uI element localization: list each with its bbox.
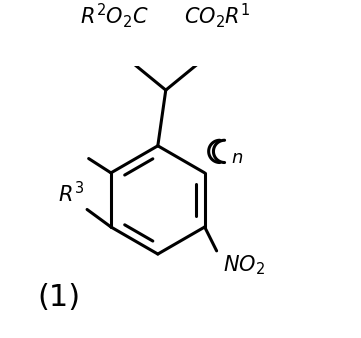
Text: (1): (1) <box>38 283 81 312</box>
Text: $NO_2$: $NO_2$ <box>223 254 265 277</box>
Text: $n$: $n$ <box>231 149 243 167</box>
Text: $CO_2R^1$: $CO_2R^1$ <box>184 2 251 30</box>
Text: $R^3$: $R^3$ <box>58 181 84 206</box>
Text: $R^2O_2C$: $R^2O_2C$ <box>80 2 148 30</box>
